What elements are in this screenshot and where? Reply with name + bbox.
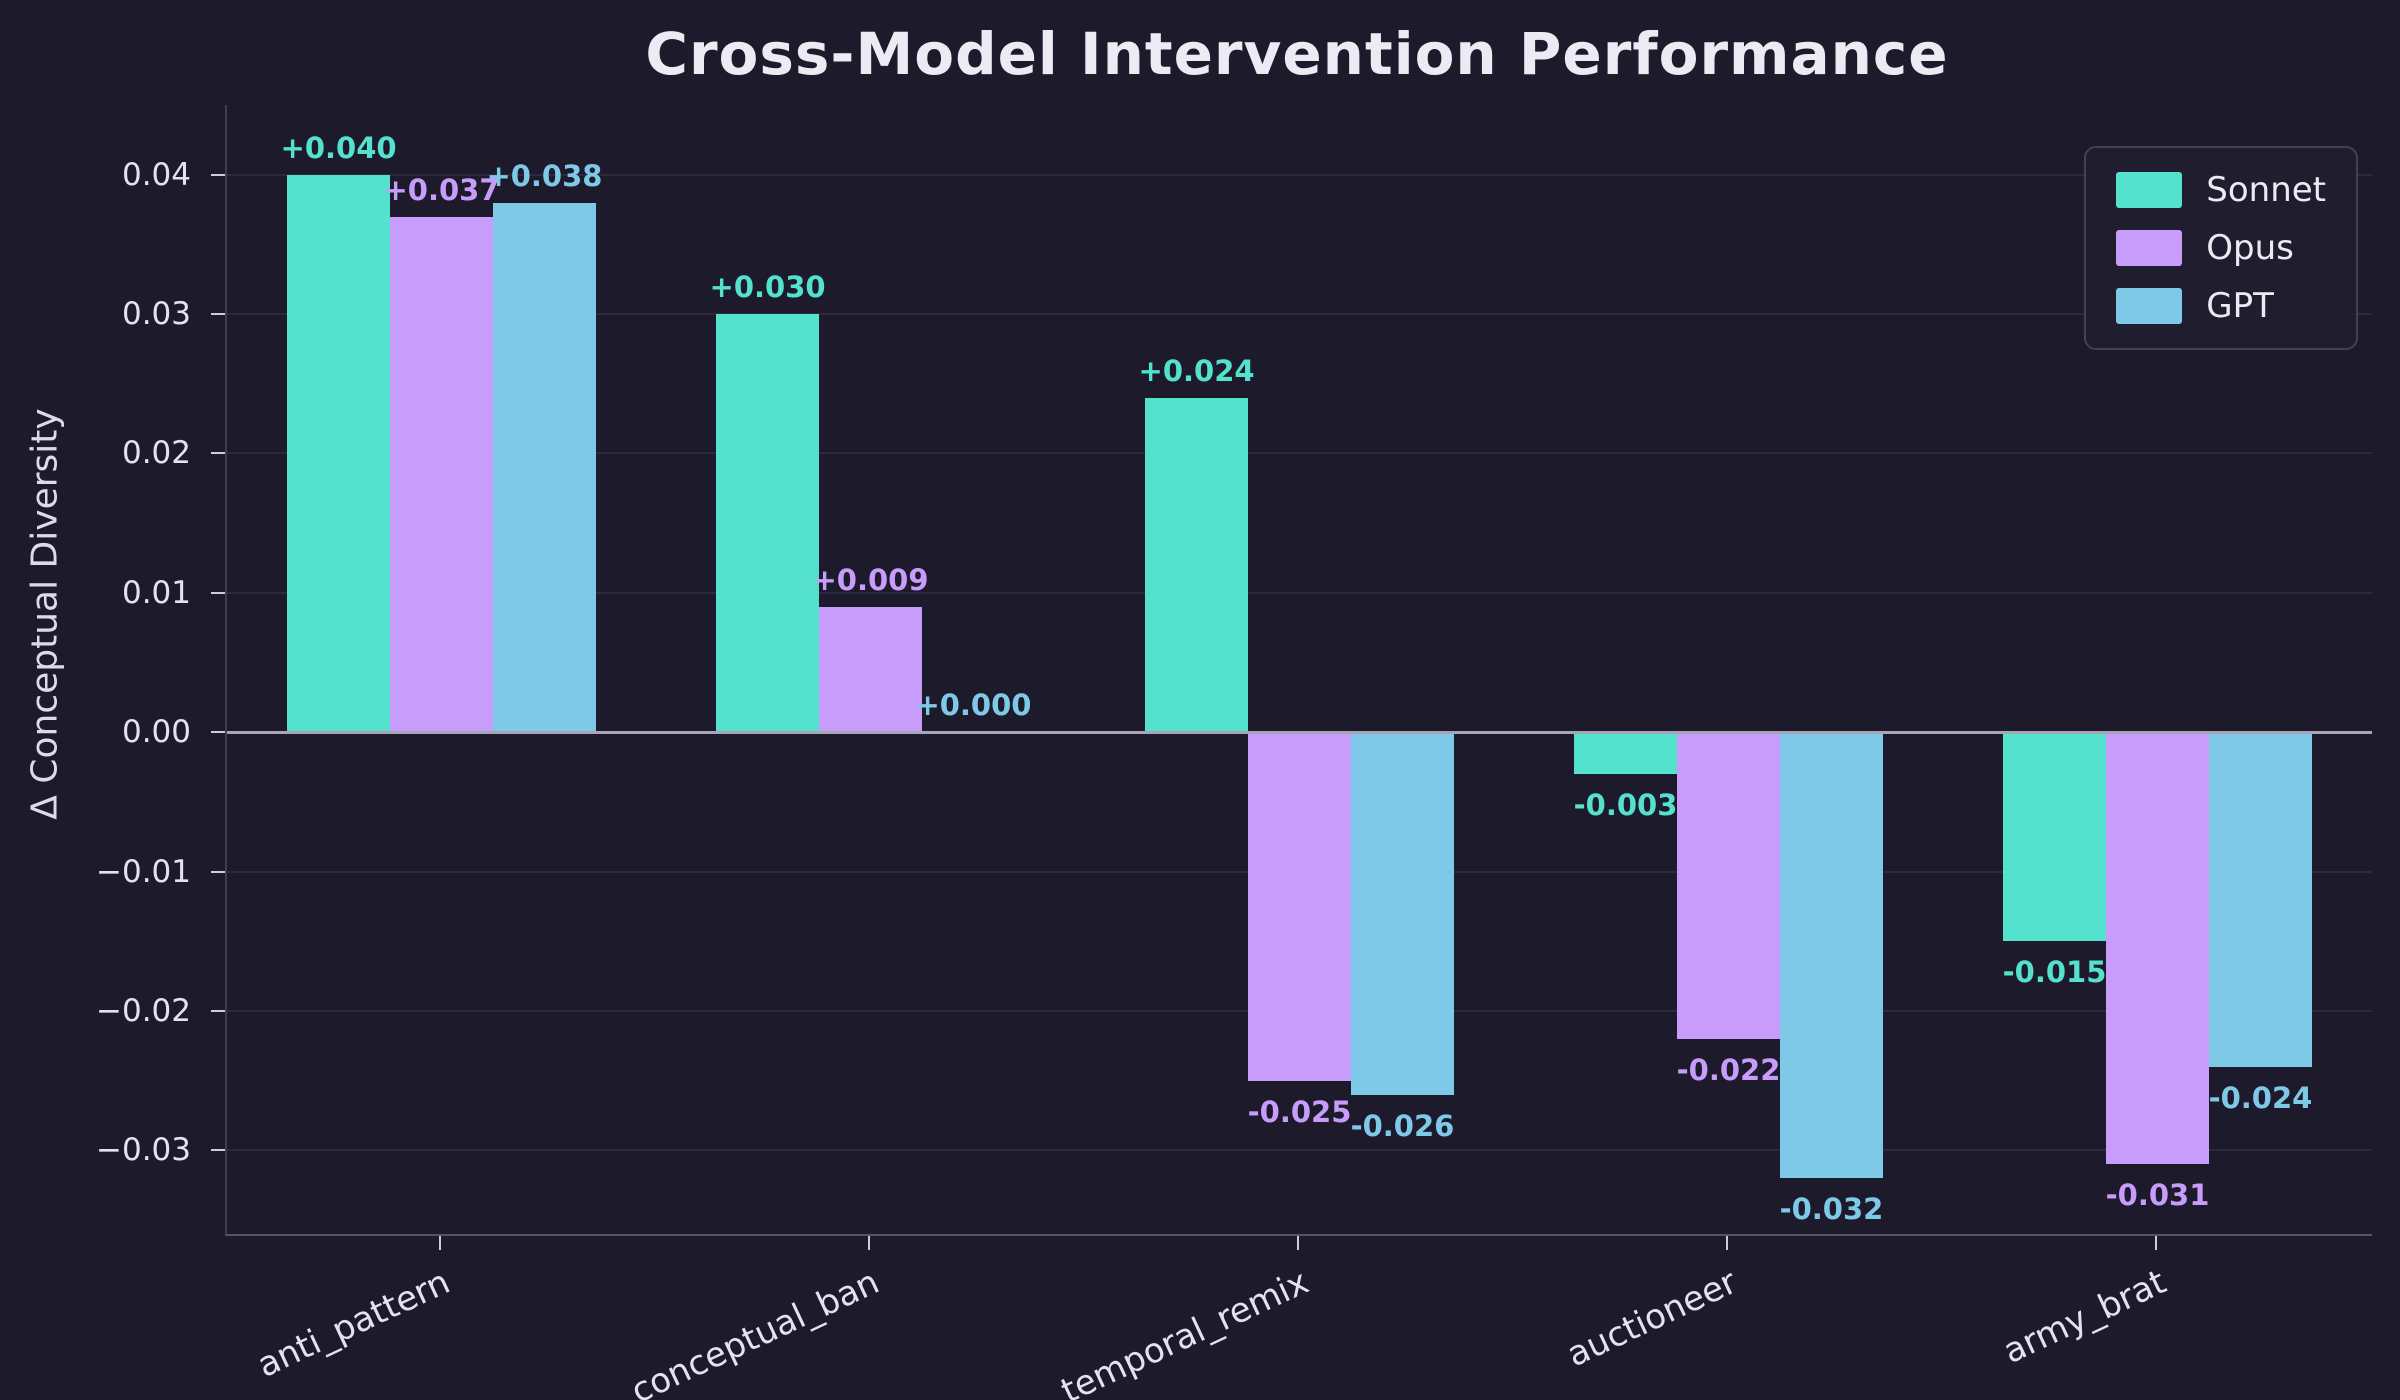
legend-swatch-opus — [2116, 230, 2183, 266]
gridline — [227, 313, 2372, 316]
x-axis: anti_pattern conceptual_ban temporal_remix… — [225, 1236, 2370, 1400]
y-tick-label: −0.02 — [96, 992, 191, 1029]
y-tick-mark — [211, 452, 225, 455]
x-tick-label-text: anti_pattern — [251, 1262, 457, 1386]
chart-title: Cross-Model Intervention Performance — [645, 20, 1949, 88]
bar-sonnet-anti_pattern — [287, 174, 390, 733]
y-tick-label: 0.00 — [121, 714, 191, 751]
bar-value-label: +0.038 — [486, 158, 603, 193]
x-tick-mark — [1725, 1236, 1728, 1250]
y-tick-mark — [211, 1149, 225, 1152]
bar-value-label: +0.000 — [915, 688, 1032, 723]
bar-opus-auctioneer — [1677, 732, 1780, 1039]
gridline — [227, 173, 2372, 176]
bar-sonnet-temporal_remix — [1145, 397, 1248, 733]
bar-value-label: +0.030 — [709, 270, 826, 305]
bar-sonnet-auctioneer — [1574, 732, 1677, 775]
bar-value-label: -0.025 — [1247, 1094, 1352, 1129]
bar-opus-anti_pattern — [390, 216, 493, 733]
bar-value-label: +0.024 — [1138, 353, 1255, 388]
x-tick-mark — [867, 1236, 870, 1250]
x-tick-label-text: auctioneer — [1561, 1262, 1744, 1376]
bar-sonnet-conceptual_ban — [716, 314, 819, 733]
zero-line — [227, 731, 2372, 735]
y-tick-label: −0.01 — [96, 853, 191, 890]
legend-label: Sonnet — [2206, 170, 2326, 210]
x-tick-mark — [2154, 1236, 2157, 1250]
gridline — [227, 1149, 2372, 1152]
gridline — [227, 452, 2372, 455]
bar-gpt-temporal_remix — [1350, 732, 1454, 1095]
legend-item-sonnet: Sonnet — [2116, 170, 2326, 210]
bar-opus-army_brat — [2106, 732, 2209, 1165]
legend-label: GPT — [2206, 286, 2274, 326]
bar-value-label: -0.031 — [2105, 1178, 2210, 1213]
bar-value-label: -0.003 — [1573, 788, 1678, 823]
bar-value-label: -0.032 — [1779, 1192, 1884, 1227]
y-tick-label: 0.02 — [121, 435, 191, 472]
x-tick-mark — [1296, 1236, 1299, 1250]
legend: Sonnet Opus GPT — [2084, 146, 2358, 350]
x-tick-label-conceptual_ban: conceptual_ban — [600, 1262, 885, 1400]
bar-sonnet-army_brat — [2003, 732, 2106, 942]
bar-value-label: +0.009 — [812, 562, 929, 597]
bar-opus-conceptual_ban — [819, 606, 922, 733]
plot-area: +0.040 +0.037 +0.038 +0.030 +0.009 +0.000 +0.0… — [225, 105, 2372, 1236]
x-tick-label-temporal_remix: temporal_remix — [1030, 1262, 1315, 1400]
bar-value-label: +0.040 — [280, 130, 397, 165]
legend-label: Opus — [2206, 228, 2294, 268]
y-tick-mark — [211, 1009, 225, 1012]
y-tick-label: 0.04 — [121, 156, 191, 193]
y-tick-mark — [211, 731, 225, 734]
y-axis: 0.04 0.03 0.02 0.01 0.00 −0.01 −0.02 −0.03 — [0, 105, 225, 1234]
x-tick-label-text: conceptual_ban — [625, 1262, 886, 1400]
bar-opus-temporal_remix — [1248, 732, 1351, 1081]
bar-gpt-anti_pattern — [492, 202, 596, 733]
bar-value-label: +0.037 — [383, 172, 500, 207]
legend-swatch-sonnet — [2116, 172, 2183, 208]
y-tick-label: 0.01 — [121, 574, 191, 611]
bar-value-label: -0.015 — [2002, 955, 2107, 990]
bar-value-label: -0.022 — [1676, 1052, 1781, 1087]
legend-swatch-gpt — [2116, 288, 2183, 324]
gridline — [227, 591, 2372, 594]
y-tick-mark — [211, 870, 225, 873]
bar-gpt-army_brat — [2208, 732, 2312, 1067]
y-tick-mark — [211, 313, 225, 316]
bar-value-label: -0.024 — [2208, 1080, 2313, 1115]
x-tick-label-anti_pattern: anti_pattern — [232, 1262, 457, 1386]
y-tick-label: 0.03 — [121, 296, 191, 333]
x-tick-label-auctioneer: auctioneer — [1544, 1262, 1744, 1375]
y-tick-mark — [211, 173, 225, 176]
x-tick-mark — [438, 1236, 441, 1250]
y-tick-label: −0.03 — [96, 1132, 191, 1169]
legend-item-opus: Opus — [2116, 228, 2326, 268]
bar-gpt-auctioneer — [1779, 732, 1883, 1179]
bar-value-label: -0.026 — [1350, 1108, 1455, 1143]
legend-item-gpt: GPT — [2116, 286, 2326, 326]
y-tick-mark — [211, 591, 225, 594]
x-tick-label-text: army_brat — [1997, 1262, 2173, 1372]
x-tick-label-text: temporal_remix — [1054, 1262, 1315, 1400]
x-tick-label-army_brat: army_brat — [1981, 1262, 2173, 1372]
